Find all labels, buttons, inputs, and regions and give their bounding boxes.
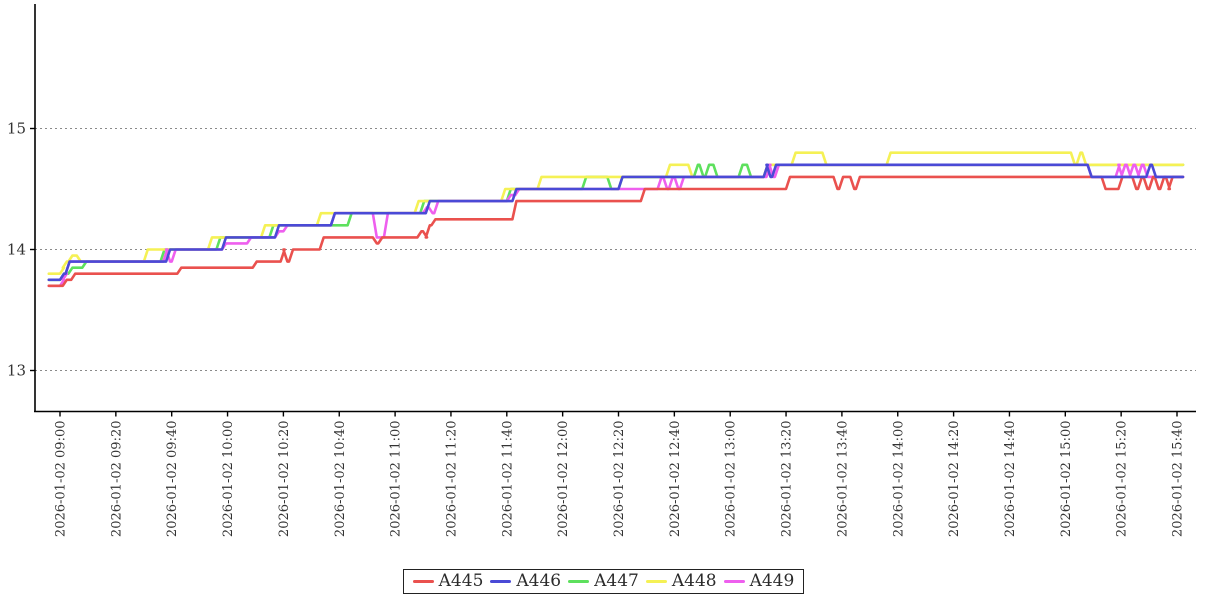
legend-swatch-A447	[568, 579, 590, 584]
x-tick-label-2: 2026-01-02 09:40	[165, 421, 180, 538]
legend-swatch-A446	[490, 579, 512, 584]
legend-swatch-A448	[645, 579, 667, 584]
legend-item-A446: A446	[490, 573, 561, 590]
series-line-A447	[47, 163, 1185, 282]
legend-label-A445: A445	[438, 571, 484, 591]
x-tick-label-14: 2026-01-02 13:40	[835, 421, 850, 538]
legend-label-A449: A449	[749, 571, 795, 591]
series-line-A445	[47, 175, 1185, 288]
series-line-A448	[47, 151, 1185, 275]
legend-label-A447: A447	[594, 571, 639, 591]
legend-label-A448: A448	[671, 571, 717, 591]
y-tick-label-15: 15	[7, 120, 26, 138]
x-tick-label-15: 2026-01-02 14:00	[891, 421, 906, 538]
x-tick-label-3: 2026-01-02 10:00	[221, 421, 236, 538]
x-tick-label-18: 2026-01-02 15:00	[1059, 421, 1074, 538]
legend-item-A445: A445	[412, 571, 484, 591]
x-tick-label-20: 2026-01-02 15:40	[1171, 421, 1186, 538]
legend-swatch-A449	[723, 579, 745, 584]
y-tick-label-13: 13	[7, 362, 26, 380]
x-tick-label-8: 2026-01-02 11:40	[500, 421, 515, 538]
x-tick-label-19: 2026-01-02 15:20	[1115, 421, 1130, 538]
series-line-A446	[47, 163, 1185, 282]
legend-label-A446: A446	[516, 571, 562, 591]
x-tick-label-12: 2026-01-02 13:00	[724, 421, 739, 538]
legend-item-A448: A448	[645, 571, 717, 591]
y-tick-label-14: 14	[7, 241, 26, 259]
legend: A445 A446 A447 A448 A449	[402, 569, 805, 594]
legend-item-A449: A449	[723, 571, 795, 591]
x-tick-label-5: 2026-01-02 10:40	[333, 421, 348, 538]
x-tick-label-13: 2026-01-02 13:20	[780, 421, 795, 538]
x-tick-label-17: 2026-01-02 14:40	[1003, 421, 1018, 538]
legend-swatch-A445	[412, 579, 434, 584]
x-tick-label-16: 2026-01-02 14:20	[947, 421, 962, 538]
x-tick-label-9: 2026-01-02 12:00	[556, 421, 571, 538]
x-tick-label-11: 2026-01-02 12:40	[668, 421, 683, 538]
x-tick-label-1: 2026-01-02 09:20	[109, 421, 124, 538]
x-tick-label-0: 2026-01-02 09:00	[54, 421, 69, 538]
x-tick-label-6: 2026-01-02 11:00	[389, 421, 404, 538]
x-tick-label-10: 2026-01-02 12:20	[612, 421, 627, 538]
series-line-A449	[47, 163, 1185, 288]
legend-item-A447: A447	[568, 573, 639, 590]
x-tick-label-7: 2026-01-02 11:20	[444, 421, 459, 538]
x-tick-label-4: 2026-01-02 10:20	[277, 421, 292, 538]
